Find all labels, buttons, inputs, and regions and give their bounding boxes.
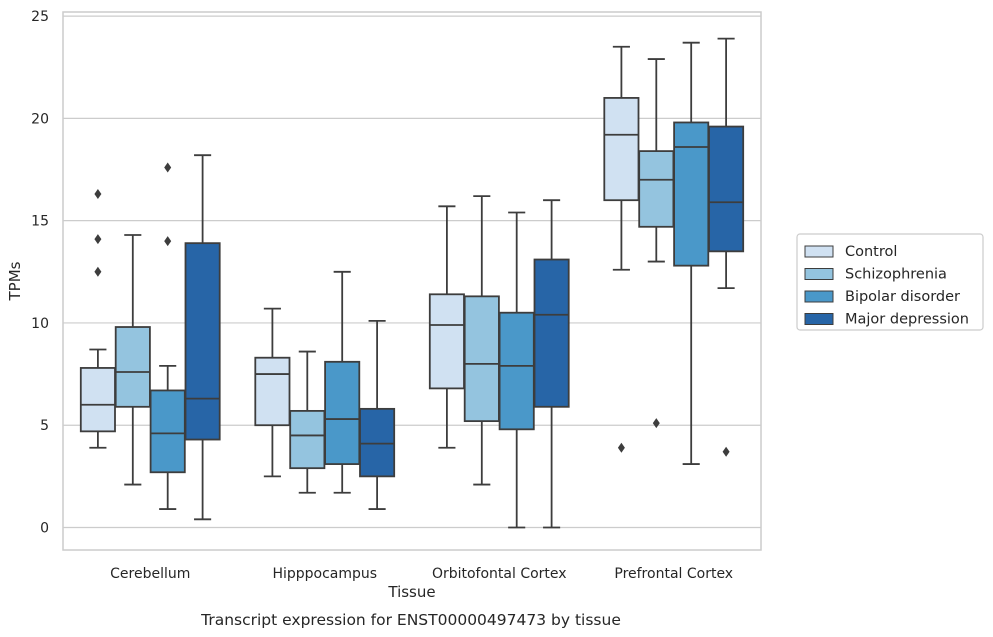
box-control — [254, 307, 291, 478]
box-major-depression — [184, 154, 221, 521]
box-body — [114, 326, 151, 408]
outlier-point — [164, 162, 172, 173]
box-body — [533, 258, 570, 408]
outlier-point — [722, 446, 730, 457]
outlier-point — [94, 189, 102, 200]
box-major-depression — [359, 319, 396, 510]
legend: Control Schizophrenia Bipolar disorder Majo… — [796, 233, 984, 331]
x-tick-label: Cerebellum — [110, 566, 190, 582]
chart-caption: Transcript expression for ENST0000049747… — [200, 611, 621, 629]
box-body — [603, 97, 640, 202]
box-control — [79, 189, 116, 449]
box-group — [79, 37, 745, 529]
legend-label: Bipolar disorder — [845, 289, 960, 305]
box-bipolar-disorder — [149, 162, 186, 510]
box-body — [184, 242, 221, 441]
legend-swatch — [804, 313, 834, 325]
y-axis-label: TPMs — [6, 261, 24, 301]
box-bipolar-disorder — [673, 41, 710, 465]
box-body — [289, 409, 326, 470]
x-tick-label: Hipppocampus — [272, 566, 377, 582]
outlier-point — [164, 236, 172, 247]
box-major-depression — [533, 199, 570, 529]
box-body — [638, 150, 675, 228]
box-schizophrenia — [463, 195, 500, 486]
outlier-point — [94, 234, 102, 245]
outlier-point — [94, 266, 102, 277]
plot-frame — [62, 11, 762, 551]
box-body — [359, 407, 396, 478]
box-control — [603, 45, 640, 453]
legend-swatch — [804, 290, 834, 303]
box-body — [428, 293, 465, 390]
y-tick-label: 0 — [40, 520, 49, 536]
legend-label: Control — [845, 244, 897, 260]
legend-label: Major depression — [845, 312, 969, 328]
box-body — [463, 295, 500, 423]
outlier-point — [652, 418, 660, 429]
box-bipolar-disorder — [498, 211, 535, 529]
box-body — [708, 125, 745, 253]
x-tick-label: Prefrontal Cortex — [614, 566, 733, 582]
box-major-depression — [708, 37, 745, 457]
y-tick-labels: 0 5 10 15 20 25 — [31, 9, 49, 536]
box-schizophrenia — [289, 350, 326, 494]
legend-swatch — [804, 268, 834, 280]
box-body — [673, 121, 710, 267]
y-tick-label: 10 — [31, 316, 49, 332]
x-tick-label: Orbitofontal Cortex — [432, 566, 567, 582]
y-tick-label: 15 — [31, 214, 49, 230]
legend-swatch — [804, 245, 834, 258]
box-body — [498, 311, 535, 431]
box-bipolar-disorder — [324, 270, 361, 494]
outlier-point — [617, 442, 625, 453]
box-body — [324, 360, 361, 465]
x-tick-labels: Cerebellum Hipppocampus Orbitofontal Corte… — [110, 566, 733, 582]
box-body — [254, 356, 291, 427]
legend-label: Schizophrenia — [845, 267, 947, 283]
y-tick-label: 25 — [31, 9, 49, 25]
box-schizophrenia — [638, 58, 675, 429]
legend-frame — [796, 233, 984, 331]
box-schizophrenia — [114, 234, 151, 486]
y-tick-label: 5 — [40, 418, 49, 434]
x-axis-label: Tissue — [387, 583, 435, 601]
box-control — [428, 205, 465, 449]
y-tick-label: 20 — [31, 111, 49, 127]
box-body — [79, 367, 116, 433]
box-body — [149, 389, 186, 474]
